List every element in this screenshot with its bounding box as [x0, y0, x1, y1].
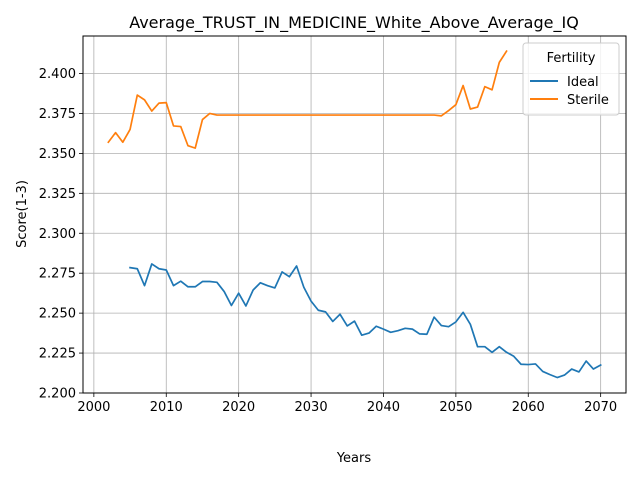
y-tick-label: 2.275 — [39, 267, 76, 282]
plot-area-frame — [82, 35, 627, 394]
y-tick-label: 2.325 — [39, 187, 76, 202]
x-tick-label: 2060 — [512, 400, 545, 415]
y-tick-label: 2.200 — [39, 387, 76, 402]
legend-box — [522, 42, 620, 116]
y-tick-label: 2.375 — [39, 107, 76, 122]
x-axis-label: Years — [336, 451, 372, 466]
series-lines — [107, 49, 602, 379]
x-tick-label: 2000 — [77, 400, 110, 415]
y-tick-label: 2.300 — [39, 227, 76, 242]
series-line-ideal — [129, 263, 602, 379]
y-tick-label: 2.400 — [39, 67, 76, 82]
x-tick-label: 2050 — [439, 400, 472, 415]
y-tick-label: 2.350 — [39, 147, 76, 162]
legend-title: Fertility — [547, 51, 596, 66]
legend-label-sterile: Sterile — [567, 93, 609, 108]
grid — [83, 36, 626, 394]
y-axis-ticks: 2.200 2.225 2.250 2.275 2.300 2.325 2.350 2.375… — [39, 67, 83, 402]
legend: Fertility Ideal Sterile — [522, 42, 620, 116]
y-tick-label: 2.250 — [39, 307, 76, 322]
series-line-sterile — [107, 49, 508, 149]
legend-label-ideal: Ideal — [567, 75, 599, 90]
y-axis-label: Score(1-3) — [15, 180, 30, 248]
x-tick-label: 2020 — [222, 400, 255, 415]
y-tick-label: 2.225 — [39, 347, 76, 362]
x-tick-label: 2030 — [295, 400, 328, 415]
x-tick-label: 2070 — [584, 400, 617, 415]
x-tick-label: 2040 — [367, 400, 400, 415]
x-axis-ticks: 2000 2010 2020 2030 2040 2050 2060 2070 — [77, 393, 617, 415]
chart-title: Average_TRUST_IN_MEDICINE_White_Above_Av… — [129, 13, 579, 33]
x-tick-label: 2010 — [150, 400, 183, 415]
